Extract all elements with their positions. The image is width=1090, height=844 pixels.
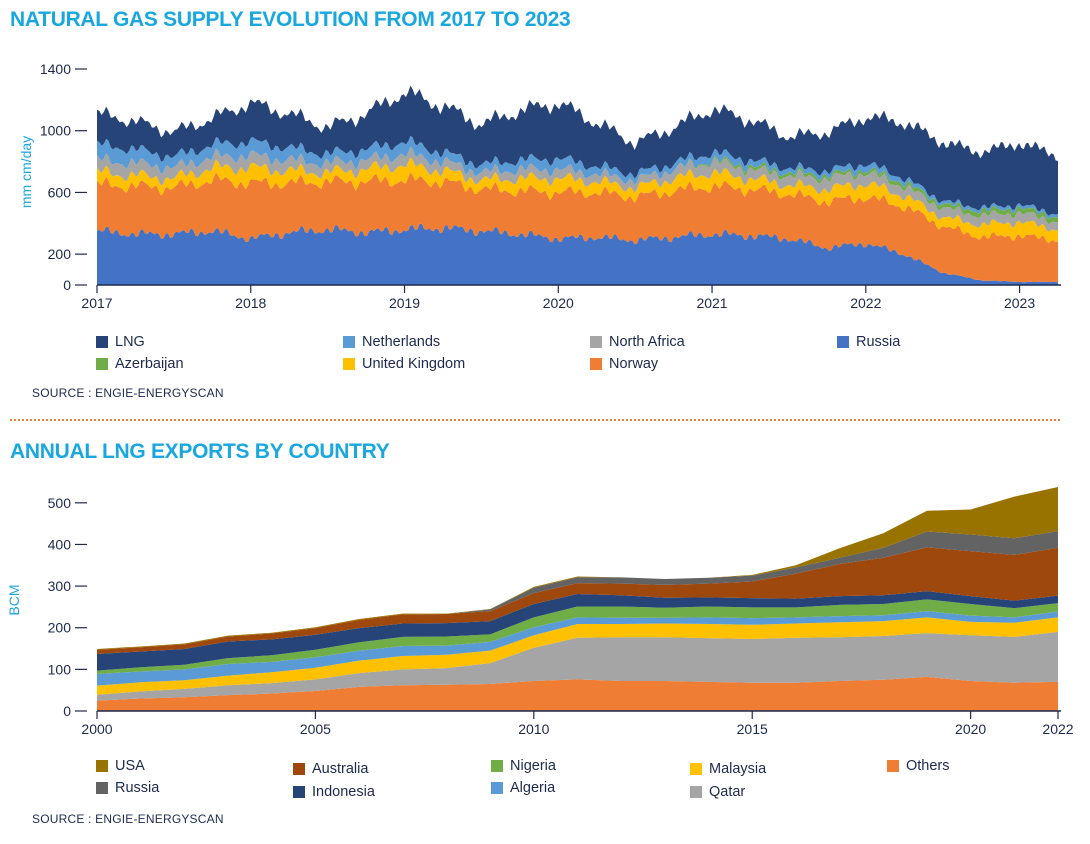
legend-item-qatar: Qatar — [690, 784, 745, 800]
x-tick-label: 2020 — [543, 295, 574, 311]
legend-label: Norway — [609, 356, 659, 372]
y-tick-label: 0 — [63, 277, 71, 293]
legend-swatch — [491, 782, 503, 794]
chart1-plot — [97, 85, 1058, 285]
legend-label: Malaysia — [709, 761, 767, 777]
y-tick-label: 500 — [48, 495, 72, 511]
legend-item-north-africa: North Africa — [590, 334, 685, 350]
legend-swatch — [343, 358, 355, 370]
legend-label: LNG — [115, 334, 145, 350]
y-tick-label: 100 — [48, 661, 72, 677]
legend-item-others: Others — [887, 758, 950, 774]
x-tick-label: 2018 — [235, 295, 266, 311]
y-tick-label: 400 — [48, 536, 72, 552]
legend-label: Azerbaijan — [115, 356, 184, 372]
legend-swatch — [837, 336, 849, 348]
area-series-lng — [97, 85, 1058, 216]
area-series-indonesia — [97, 591, 1058, 671]
area-series-others — [97, 676, 1058, 711]
y-tick-label: 600 — [48, 184, 72, 200]
area-series-malaysia — [97, 617, 1058, 695]
legend-swatch — [343, 336, 355, 348]
legend-item-netherlands: Netherlands — [343, 334, 440, 350]
y-tick-label: 200 — [48, 620, 72, 636]
x-tick-label: 2023 — [1004, 295, 1035, 311]
legend-label: Netherlands — [362, 334, 441, 350]
legend-item-australia: Australia — [293, 761, 368, 777]
legend-item-azerbaijan: Azerbaijan — [96, 356, 184, 372]
legend-label: Indonesia — [312, 784, 375, 800]
x-tick-label: 2020 — [955, 721, 986, 737]
y-tick-label: 1400 — [40, 61, 71, 77]
section-divider — [10, 419, 1060, 421]
legend-label: Australia — [312, 761, 369, 777]
legend-item-russia: Russia — [837, 334, 900, 350]
x-tick-label: 2017 — [81, 295, 112, 311]
x-tick-label: 2022 — [1042, 721, 1073, 737]
area-series-australia — [97, 547, 1058, 654]
legend-item-indonesia: Indonesia — [293, 784, 375, 800]
area-series-russia — [97, 223, 1058, 285]
legend-swatch — [690, 763, 702, 775]
legend-swatch — [590, 358, 602, 370]
legend-label: Russia — [115, 780, 160, 796]
y-tick-label: 200 — [48, 246, 72, 262]
legend-label: Others — [906, 758, 950, 774]
legend-label: North Africa — [609, 334, 685, 350]
legend-item-malaysia: Malaysia — [690, 761, 766, 777]
legend-swatch — [293, 763, 305, 775]
legend-label: Qatar — [709, 784, 746, 800]
x-tick-label: 2015 — [737, 721, 768, 737]
area-series-algeria — [97, 611, 1058, 686]
chart1-source: SOURCE : ENGIE-ENERGYSCAN — [32, 386, 224, 400]
x-tick-label: 2010 — [518, 721, 549, 737]
legend-label: United Kingdom — [362, 356, 466, 372]
legend-swatch — [590, 336, 602, 348]
area-series-united-kingdom — [97, 157, 1058, 244]
x-tick-label: 2000 — [81, 721, 112, 737]
legend-item-russia-lng: Russia — [96, 780, 159, 796]
legend-item-norway: Norway — [590, 356, 658, 372]
legend-swatch — [96, 336, 108, 348]
chart2-title: ANNUAL LNG EXPORTS BY COUNTRY — [10, 440, 390, 463]
x-tick-label: 2022 — [850, 295, 881, 311]
legend-label: Russia — [856, 334, 901, 350]
y-tick-label: 300 — [48, 578, 72, 594]
legend-item-nigeria: Nigeria — [491, 758, 556, 774]
legend-swatch — [96, 358, 108, 370]
legend-item-united-kingdom: United Kingdom — [343, 356, 465, 372]
legend-swatch — [293, 786, 305, 798]
legend-label: Nigeria — [510, 758, 556, 774]
legend-item-usa: USA — [96, 758, 145, 774]
y-tick-label: 0 — [63, 703, 71, 719]
legend-label: USA — [115, 758, 145, 774]
y-tick-label: 1000 — [40, 123, 71, 139]
x-tick-label: 2019 — [389, 295, 420, 311]
legend-swatch — [96, 760, 108, 772]
area-series-russia — [97, 531, 1058, 650]
legend-item-lng: LNG — [96, 334, 145, 350]
area-series-qatar — [97, 631, 1058, 701]
chart1-title: NATURAL GAS SUPPLY EVOLUTION FROM 2017 T… — [10, 8, 571, 31]
x-tick-label: 2021 — [696, 295, 727, 311]
legend-swatch — [690, 786, 702, 798]
legend-swatch — [887, 760, 899, 772]
chart2-plot — [97, 487, 1058, 711]
legend-swatch — [96, 782, 108, 794]
x-tick-label: 2005 — [300, 721, 331, 737]
legend-swatch — [491, 760, 503, 772]
area-series-norway — [97, 172, 1058, 283]
area-series-nigeria — [97, 599, 1058, 674]
chart2-source: SOURCE : ENGIE-ENERGYSCAN — [32, 812, 224, 826]
legend-label: Algeria — [510, 780, 556, 796]
legend-item-algeria: Algeria — [491, 780, 555, 796]
